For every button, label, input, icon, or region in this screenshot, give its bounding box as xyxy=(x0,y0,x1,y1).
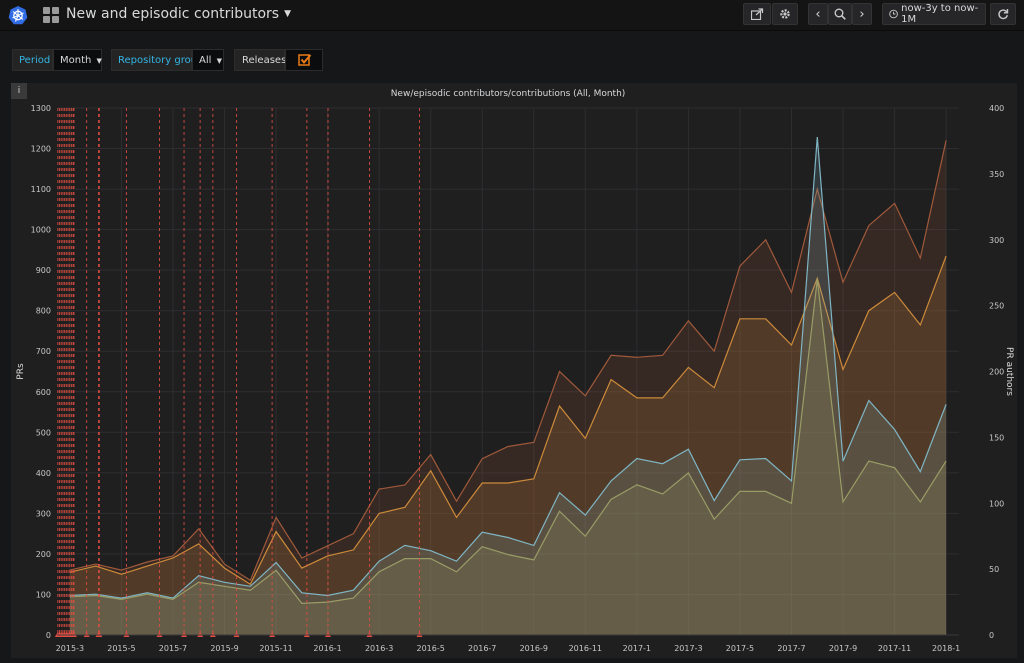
time-back-button[interactable]: ‹ xyxy=(808,3,828,25)
y-tick-label: 1300 xyxy=(31,104,51,113)
y2-axis-label: PR authors xyxy=(1004,347,1014,396)
y2-tick-label: 300 xyxy=(989,236,1004,245)
chart-svg: 0100200300400500600700800900100011001200… xyxy=(16,89,1014,653)
series-olive-line xyxy=(69,279,947,605)
series-blue-area xyxy=(69,137,947,635)
releases-checkbox[interactable] xyxy=(285,49,323,71)
dashboard-title-text: New and episodic contributors xyxy=(66,6,280,22)
repository-group-select[interactable]: All ▼ xyxy=(192,49,224,71)
repository-group-value: All xyxy=(199,55,212,66)
dashboard-title[interactable]: New and episodic contributors ▼ xyxy=(66,6,291,22)
y2-tick-label: 150 xyxy=(989,433,1004,442)
y-tick-label: 400 xyxy=(36,469,51,478)
y-tick-label: 200 xyxy=(36,550,51,559)
x-tick-label: 2016-9 xyxy=(520,644,548,653)
caret-down-icon: ▼ xyxy=(96,57,102,65)
share-button[interactable] xyxy=(743,3,771,25)
caret-down-icon: ▼ xyxy=(216,57,222,65)
time-range-picker[interactable]: now-3y to now-1M xyxy=(882,3,986,25)
series-brown-area xyxy=(69,140,947,635)
x-tick-label: 2017-9 xyxy=(829,644,857,653)
series-orange-line xyxy=(69,255,947,586)
x-tick-label: 2015-3 xyxy=(56,644,84,653)
y-tick-label: 1200 xyxy=(31,145,51,154)
x-tick-label: 2016-1 xyxy=(313,644,341,653)
y2-tick-label: 250 xyxy=(989,302,1004,311)
y-tick-label: 1000 xyxy=(31,226,51,235)
chevron-left-icon: ‹ xyxy=(815,6,821,22)
dashboard-grid-icon[interactable] xyxy=(43,7,59,23)
y-tick-label: 800 xyxy=(36,307,51,316)
x-tick-label: 2017-7 xyxy=(777,644,805,653)
time-forward-button[interactable]: › xyxy=(852,3,872,25)
series-brown-line xyxy=(69,140,947,582)
gear-icon xyxy=(780,9,790,19)
y-axis-label: PRs xyxy=(16,363,26,380)
top-navbar: New and episodic contributors ▼ ‹ › now-3… xyxy=(0,0,1024,31)
refresh-icon xyxy=(998,9,1009,20)
period-label: Period xyxy=(12,49,53,71)
releases-label: Releases xyxy=(234,49,286,71)
series-orange-area xyxy=(69,256,947,635)
x-tick-label: 2015-7 xyxy=(159,644,187,653)
caret-down-icon: ▼ xyxy=(284,9,292,19)
y2-tick-label: 350 xyxy=(989,170,1004,179)
x-tick-label: 2016-7 xyxy=(468,644,496,653)
x-tick-label: 2015-5 xyxy=(107,644,135,653)
x-tick-label: 2018-1 xyxy=(932,644,960,653)
x-tick-label: 2017-5 xyxy=(726,644,754,653)
period-value: Month xyxy=(60,55,92,66)
time-range-text: now-3y to now-1M xyxy=(901,3,979,25)
refresh-button[interactable] xyxy=(990,3,1016,25)
series-olive-area xyxy=(69,279,947,635)
panel-info-icon[interactable]: i xyxy=(11,83,27,99)
chart-title: New/episodic contributors/contributions … xyxy=(391,89,626,99)
y2-tick-label: 50 xyxy=(989,565,999,574)
zoom-out-icon xyxy=(834,8,846,20)
x-tick-label: 2015-11 xyxy=(259,644,292,653)
zoom-out-button[interactable] xyxy=(828,3,852,25)
graph-panel: 0 100 200 300 400 500 600 700 800 900 1000 1100 1200… xyxy=(11,83,1017,658)
x-tick-label: 2016-11 xyxy=(569,644,602,653)
clock-icon xyxy=(889,9,898,19)
repository-group-label: Repository group xyxy=(111,49,203,71)
period-select[interactable]: Month ▼ xyxy=(53,49,102,71)
y-tick-label: 0 xyxy=(46,631,51,640)
y-tick-label: 500 xyxy=(36,428,51,437)
x-tick-label: 2016-3 xyxy=(365,644,393,653)
y-tick-label: 900 xyxy=(36,266,51,275)
y-tick-label: 300 xyxy=(36,509,51,518)
kubernetes-logo-icon[interactable] xyxy=(8,5,28,25)
share-icon xyxy=(750,8,763,20)
y2-tick-label: 100 xyxy=(989,499,1004,508)
x-tick-label: 2017-3 xyxy=(674,644,702,653)
y-tick-label: 600 xyxy=(36,388,51,397)
chevron-right-icon: › xyxy=(859,6,865,22)
x-tick-label: 2016-5 xyxy=(417,644,445,653)
y2-tick-label: 200 xyxy=(989,368,1004,377)
checkbox-checked-icon xyxy=(298,54,312,66)
y2-tick-label: 400 xyxy=(989,104,1004,113)
y-tick-label: 100 xyxy=(36,590,51,599)
y-tick-label: 700 xyxy=(36,347,51,356)
x-tick-label: 2017-1 xyxy=(623,644,651,653)
y2-tick-label: 0 xyxy=(989,631,994,640)
y-tick-label: 1100 xyxy=(31,185,51,194)
x-tick-label: 2017-11 xyxy=(878,644,911,653)
x-tick-label: 2015-9 xyxy=(210,644,238,653)
settings-button[interactable] xyxy=(772,3,798,25)
series-blue-line xyxy=(69,136,947,599)
